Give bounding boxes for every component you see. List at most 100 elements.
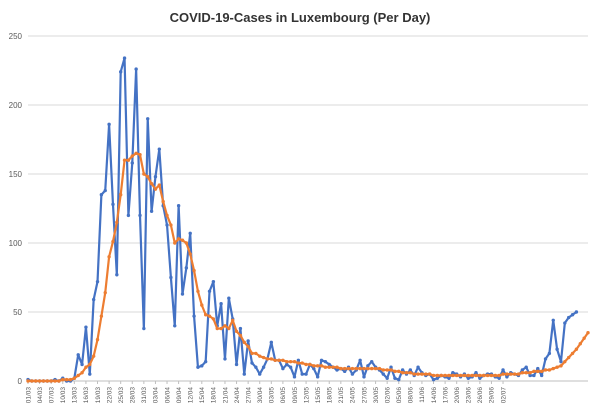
data-point [570, 313, 575, 317]
y-tick-label: 150 [9, 170, 23, 179]
data-point [161, 199, 165, 204]
data-point [404, 371, 409, 375]
data-point [539, 369, 544, 374]
data-point [501, 368, 505, 372]
data-point [354, 366, 358, 371]
data-point [134, 151, 138, 155]
data-point [149, 181, 154, 186]
data-point [99, 193, 104, 197]
x-tick-label: 31/03 [141, 387, 148, 404]
data-point [138, 213, 142, 218]
data-point [493, 373, 498, 378]
data-point [397, 369, 401, 374]
data-point [470, 373, 474, 378]
x-tick-label: 29/06 [489, 387, 496, 404]
y-axis: 0 50 100 150 200 250 [9, 32, 23, 386]
data-point [559, 359, 563, 364]
x-tick-label: 07/03 [48, 387, 55, 404]
data-point [578, 342, 582, 346]
data-point [397, 377, 401, 382]
data-point [304, 362, 308, 367]
x-axis: 01/03 04/03 07/03 10/03 13/03 16/03 19/03 22/03… [25, 381, 507, 403]
data-point [412, 372, 416, 376]
data-point [234, 362, 239, 367]
y-tick-label: 250 [9, 32, 23, 41]
data-point [292, 359, 297, 364]
series-group [26, 56, 590, 383]
data-point [53, 379, 57, 383]
data-point [68, 377, 73, 382]
data-point [134, 67, 138, 71]
data-point [246, 344, 250, 349]
data-point [315, 364, 320, 368]
y-tick-label: 200 [9, 101, 23, 110]
data-point [103, 290, 107, 295]
data-point [188, 231, 192, 236]
data-point [122, 56, 127, 60]
data-point [485, 373, 490, 378]
y-tick-label: 0 [18, 377, 23, 386]
x-tick-label: 01/03 [25, 387, 32, 404]
data-point [118, 193, 123, 197]
data-point [196, 365, 200, 369]
data-point [559, 364, 563, 368]
data-point [435, 373, 440, 378]
data-point [408, 368, 413, 372]
data-point [41, 379, 46, 383]
x-tick-label: 12/05 [303, 387, 310, 404]
data-point [339, 366, 343, 371]
data-point [362, 375, 366, 379]
data-point [570, 351, 575, 356]
data-point [420, 372, 424, 376]
data-point [393, 376, 397, 380]
data-point [381, 368, 386, 372]
data-point [532, 369, 536, 374]
data-point [34, 379, 38, 383]
data-point [265, 357, 270, 361]
data-point [555, 365, 559, 369]
data-point [300, 372, 304, 376]
gridlines [28, 35, 588, 382]
x-tick-label: 15/05 [315, 387, 322, 404]
x-tick-label: 03/04 [153, 387, 160, 404]
data-point [323, 359, 328, 364]
chart-title: COVID-19-Cases in Luxembourg (Per Day) [169, 10, 431, 25]
x-tick-label: 13/03 [72, 387, 79, 404]
data-point [176, 204, 181, 208]
data-point [358, 358, 362, 362]
data-point [400, 371, 405, 375]
data-point [211, 317, 216, 321]
x-tick-label: 06/05 [280, 387, 287, 404]
data-point [505, 372, 509, 376]
data-point [207, 314, 212, 318]
data-point [586, 331, 590, 335]
data-point [350, 366, 355, 371]
data-point [323, 365, 328, 369]
data-point [431, 377, 436, 382]
data-point [524, 371, 528, 375]
series-line [27, 56, 578, 383]
data-point [84, 365, 88, 369]
x-tick-label: 10/03 [60, 387, 67, 404]
y-tick-label: 100 [9, 239, 23, 248]
data-point [45, 379, 50, 383]
data-point [107, 122, 111, 127]
data-point [281, 358, 285, 362]
data-point [188, 252, 192, 256]
data-point [285, 362, 289, 367]
data-point [489, 373, 494, 378]
data-point [331, 365, 335, 369]
series-2 [26, 151, 590, 383]
data-point [497, 373, 501, 378]
data-point [227, 296, 231, 300]
data-point [149, 209, 154, 213]
x-tick-label: 19/03 [95, 387, 102, 404]
x-tick-label: 14/06 [431, 387, 438, 404]
data-point [458, 373, 463, 378]
data-point [207, 289, 212, 293]
data-point [64, 377, 69, 382]
data-point [285, 359, 289, 364]
data-point [366, 366, 370, 371]
data-point [72, 376, 77, 380]
